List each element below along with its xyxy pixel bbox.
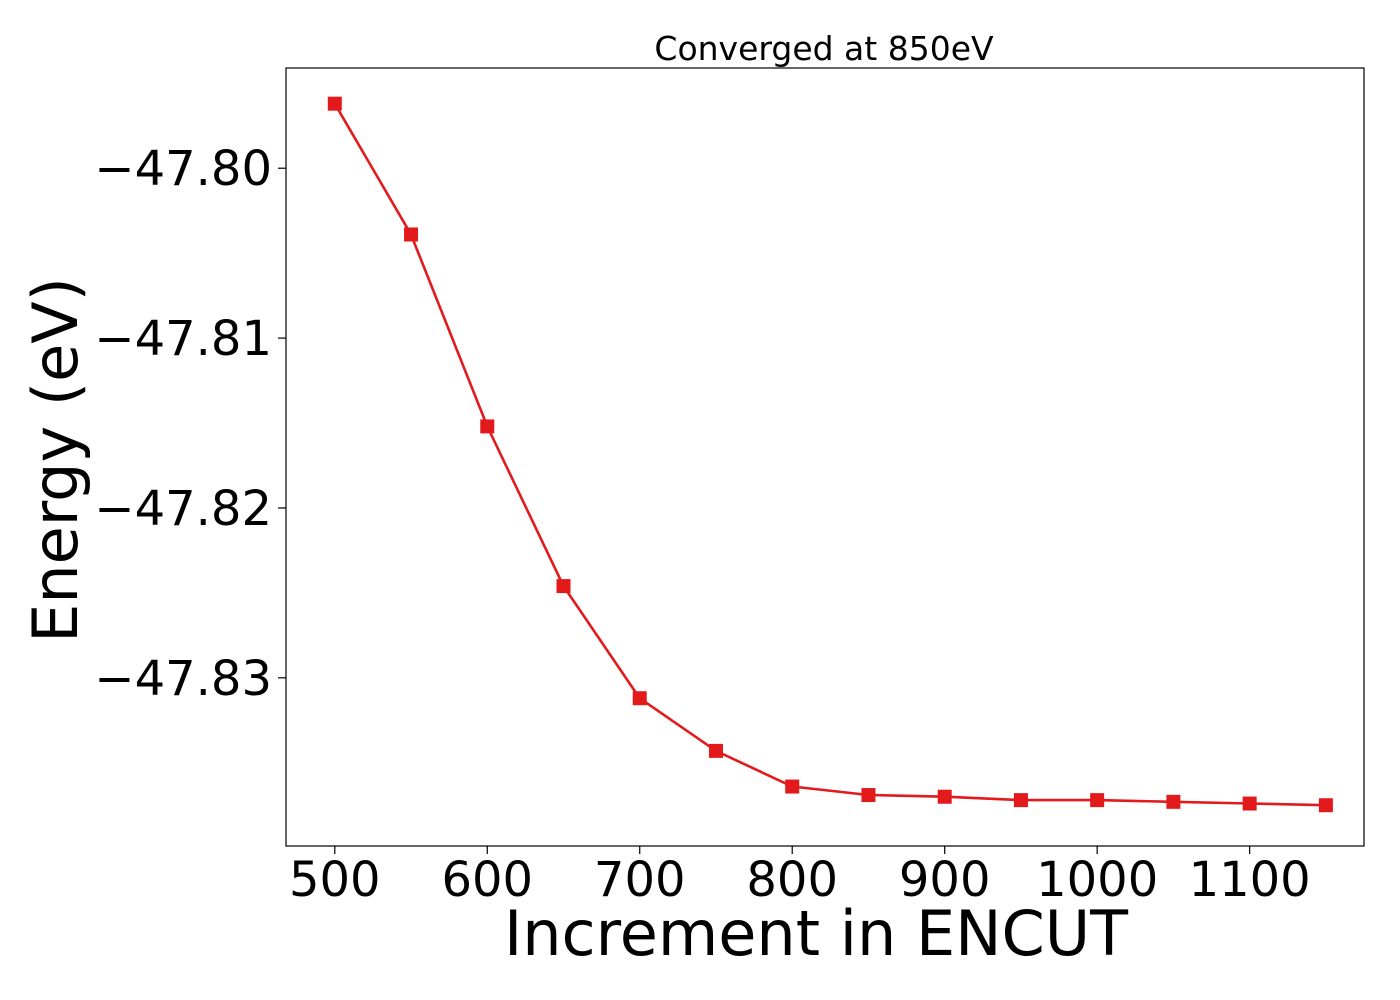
data-point xyxy=(785,779,800,794)
y-tick-label: −47.82 xyxy=(94,481,272,537)
x-tick-label: 600 xyxy=(441,852,533,908)
data-point xyxy=(480,419,495,434)
data-point xyxy=(1013,793,1028,808)
y-axis-label: Energy (eV) xyxy=(19,277,92,643)
x-tick-label: 700 xyxy=(594,852,686,908)
plot-frame xyxy=(285,67,1365,847)
data-point xyxy=(1318,798,1333,813)
y-tick-label: −47.81 xyxy=(94,311,272,367)
x-axis-label: Increment in ENCUT xyxy=(504,897,1129,970)
series-line xyxy=(333,103,1326,807)
data-point xyxy=(556,579,571,594)
data-point xyxy=(632,691,647,706)
series-layer xyxy=(327,96,1333,813)
y-tick-label: −47.80 xyxy=(94,141,272,197)
data-point xyxy=(1166,794,1181,809)
x-tick-label: 900 xyxy=(899,852,991,908)
x-tick-label: 500 xyxy=(289,852,381,908)
data-point xyxy=(1090,793,1105,808)
data-point xyxy=(708,743,723,758)
data-point xyxy=(404,227,419,242)
x-axis: 500 600 700 800 900 1000 1100 xyxy=(289,846,1311,908)
y-axis: −47.80 −47.81 −47.82 −47.83 xyxy=(94,141,286,707)
x-tick-label: 800 xyxy=(746,852,838,908)
x-tick-label: 1100 xyxy=(1189,852,1311,908)
chart-title: Converged at 850eV xyxy=(654,29,994,68)
data-point xyxy=(327,96,342,111)
x-tick-label: 1000 xyxy=(1036,852,1158,908)
data-point xyxy=(1242,796,1257,811)
y-tick-label: −47.83 xyxy=(94,651,272,707)
data-point xyxy=(937,789,952,804)
data-point xyxy=(861,788,876,803)
